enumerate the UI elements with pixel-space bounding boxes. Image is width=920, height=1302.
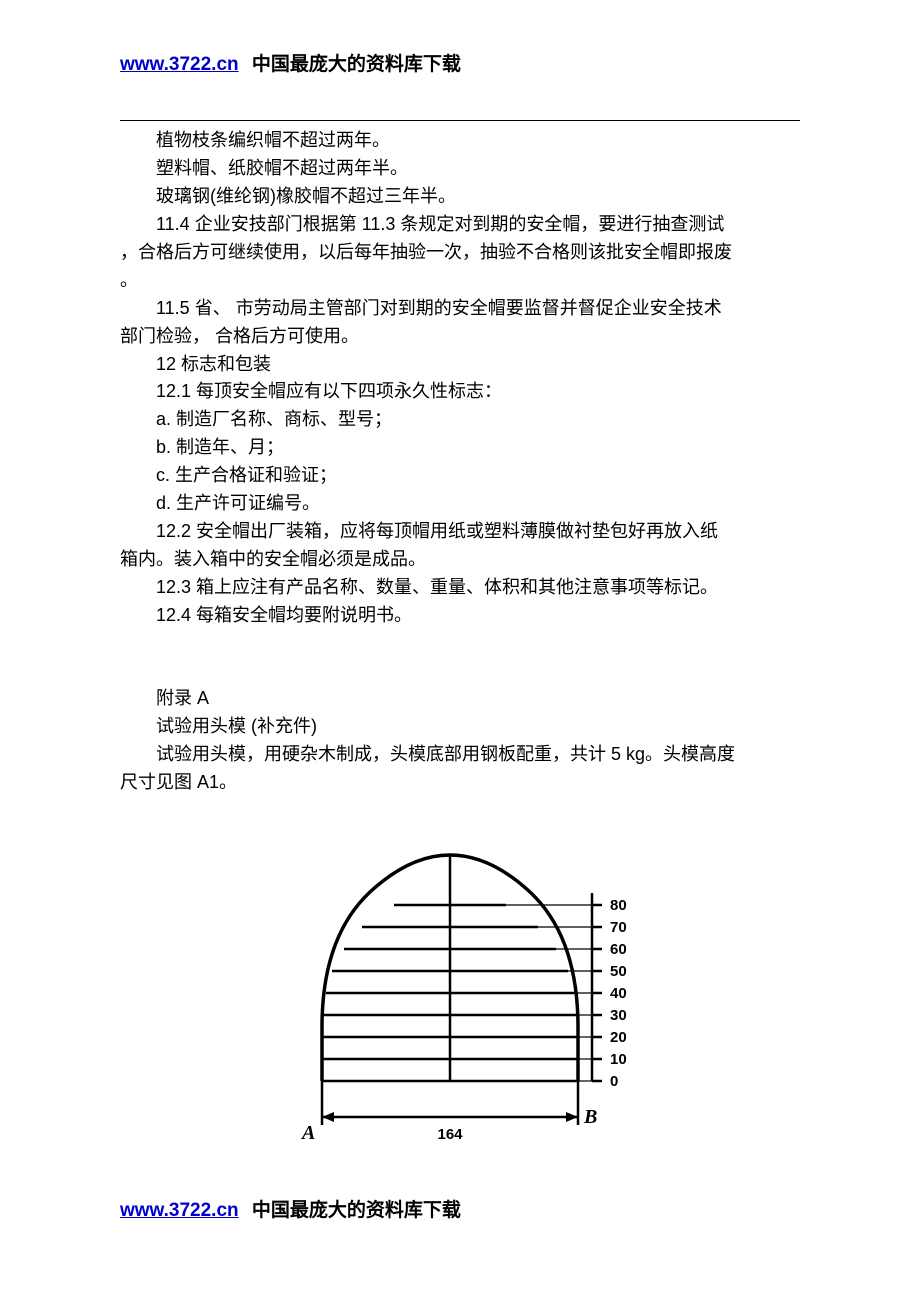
- para-4a: 11.4 企业安技部门根据第 11.3 条规定对到期的安全帽，要进行抽查测试: [120, 211, 800, 239]
- footer-desc: 中国最庞大的资料库下载: [252, 1200, 461, 1221]
- header-desc: 中国最庞大的资料库下载: [252, 54, 461, 75]
- para-3: 玻璃钢(维纶钢)橡胶帽不超过三年半。: [120, 183, 800, 211]
- para-4c: 。: [120, 267, 800, 295]
- para-a1: 附录 A: [120, 685, 800, 713]
- para-a3a: 试验用头模，用硬杂木制成，头模底部用钢板配重，共计 5 kg。头模高度: [120, 741, 800, 769]
- para-14: 12.4 每箱安全帽均要附说明书。: [120, 602, 800, 630]
- header: www.3722.cn 中国最庞大的资料库下载: [120, 50, 800, 80]
- para-a3b: 尺寸见图 A1。: [120, 769, 800, 797]
- para-6: 12 标志和包装: [120, 351, 800, 379]
- svg-text:60: 60: [610, 941, 627, 958]
- head-model-diagram: 0 10 20 30 40 50 60 70 80 164 A B: [270, 847, 650, 1157]
- para-10: c. 生产合格证和验证；: [120, 462, 800, 490]
- para-8: a. 制造厂名称、商标、型号；: [120, 406, 800, 434]
- svg-text:0: 0: [610, 1073, 618, 1090]
- svg-text:50: 50: [610, 963, 627, 980]
- document-content: 植物枝条编织帽不超过两年。 塑料帽、纸胶帽不超过两年半。 玻璃钢(维纶钢)橡胶帽…: [120, 127, 800, 796]
- svg-text:20: 20: [610, 1029, 627, 1046]
- header-url-link[interactable]: www.3722.cn: [120, 54, 239, 75]
- para-12a: 12.2 安全帽出厂装箱，应将每顶帽用纸或塑料薄膜做衬垫包好再放入纸: [120, 518, 800, 546]
- svg-text:164: 164: [437, 1126, 463, 1143]
- top-rule: [120, 120, 800, 121]
- para-5b: 部门检验， 合格后方可使用。: [120, 323, 800, 351]
- para-2: 塑料帽、纸胶帽不超过两年半。: [120, 155, 800, 183]
- para-4b: ，合格后方可继续使用，以后每年抽验一次，抽验不合格则该批安全帽即报废: [120, 239, 800, 267]
- svg-text:70: 70: [610, 919, 627, 936]
- para-1: 植物枝条编织帽不超过两年。: [120, 127, 800, 155]
- para-a2: 试验用头模 (补充件): [120, 713, 800, 741]
- para-5a: 11.5 省、 市劳动局主管部门对到期的安全帽要监督并督促企业安全技术: [120, 295, 800, 323]
- diagram-container: 0 10 20 30 40 50 60 70 80 164 A B: [120, 847, 800, 1166]
- svg-text:B: B: [583, 1106, 597, 1128]
- para-11: d. 生产许可证编号。: [120, 490, 800, 518]
- svg-text:80: 80: [610, 897, 627, 914]
- para-12b: 箱内。装入箱中的安全帽必须是成品。: [120, 546, 800, 574]
- para-9: b. 制造年、月；: [120, 434, 800, 462]
- para-7: 12.1 每顶安全帽应有以下四项永久性标志：: [120, 378, 800, 406]
- svg-text:A: A: [300, 1122, 315, 1144]
- footer: www.3722.cn 中国最庞大的资料库下载: [120, 1196, 800, 1226]
- footer-url-link[interactable]: www.3722.cn: [120, 1200, 239, 1221]
- svg-text:10: 10: [610, 1051, 627, 1068]
- svg-text:30: 30: [610, 1007, 627, 1024]
- para-13: 12.3 箱上应注有产品名称、数量、重量、体积和其他注意事项等标记。: [120, 574, 800, 602]
- svg-text:40: 40: [610, 985, 627, 1002]
